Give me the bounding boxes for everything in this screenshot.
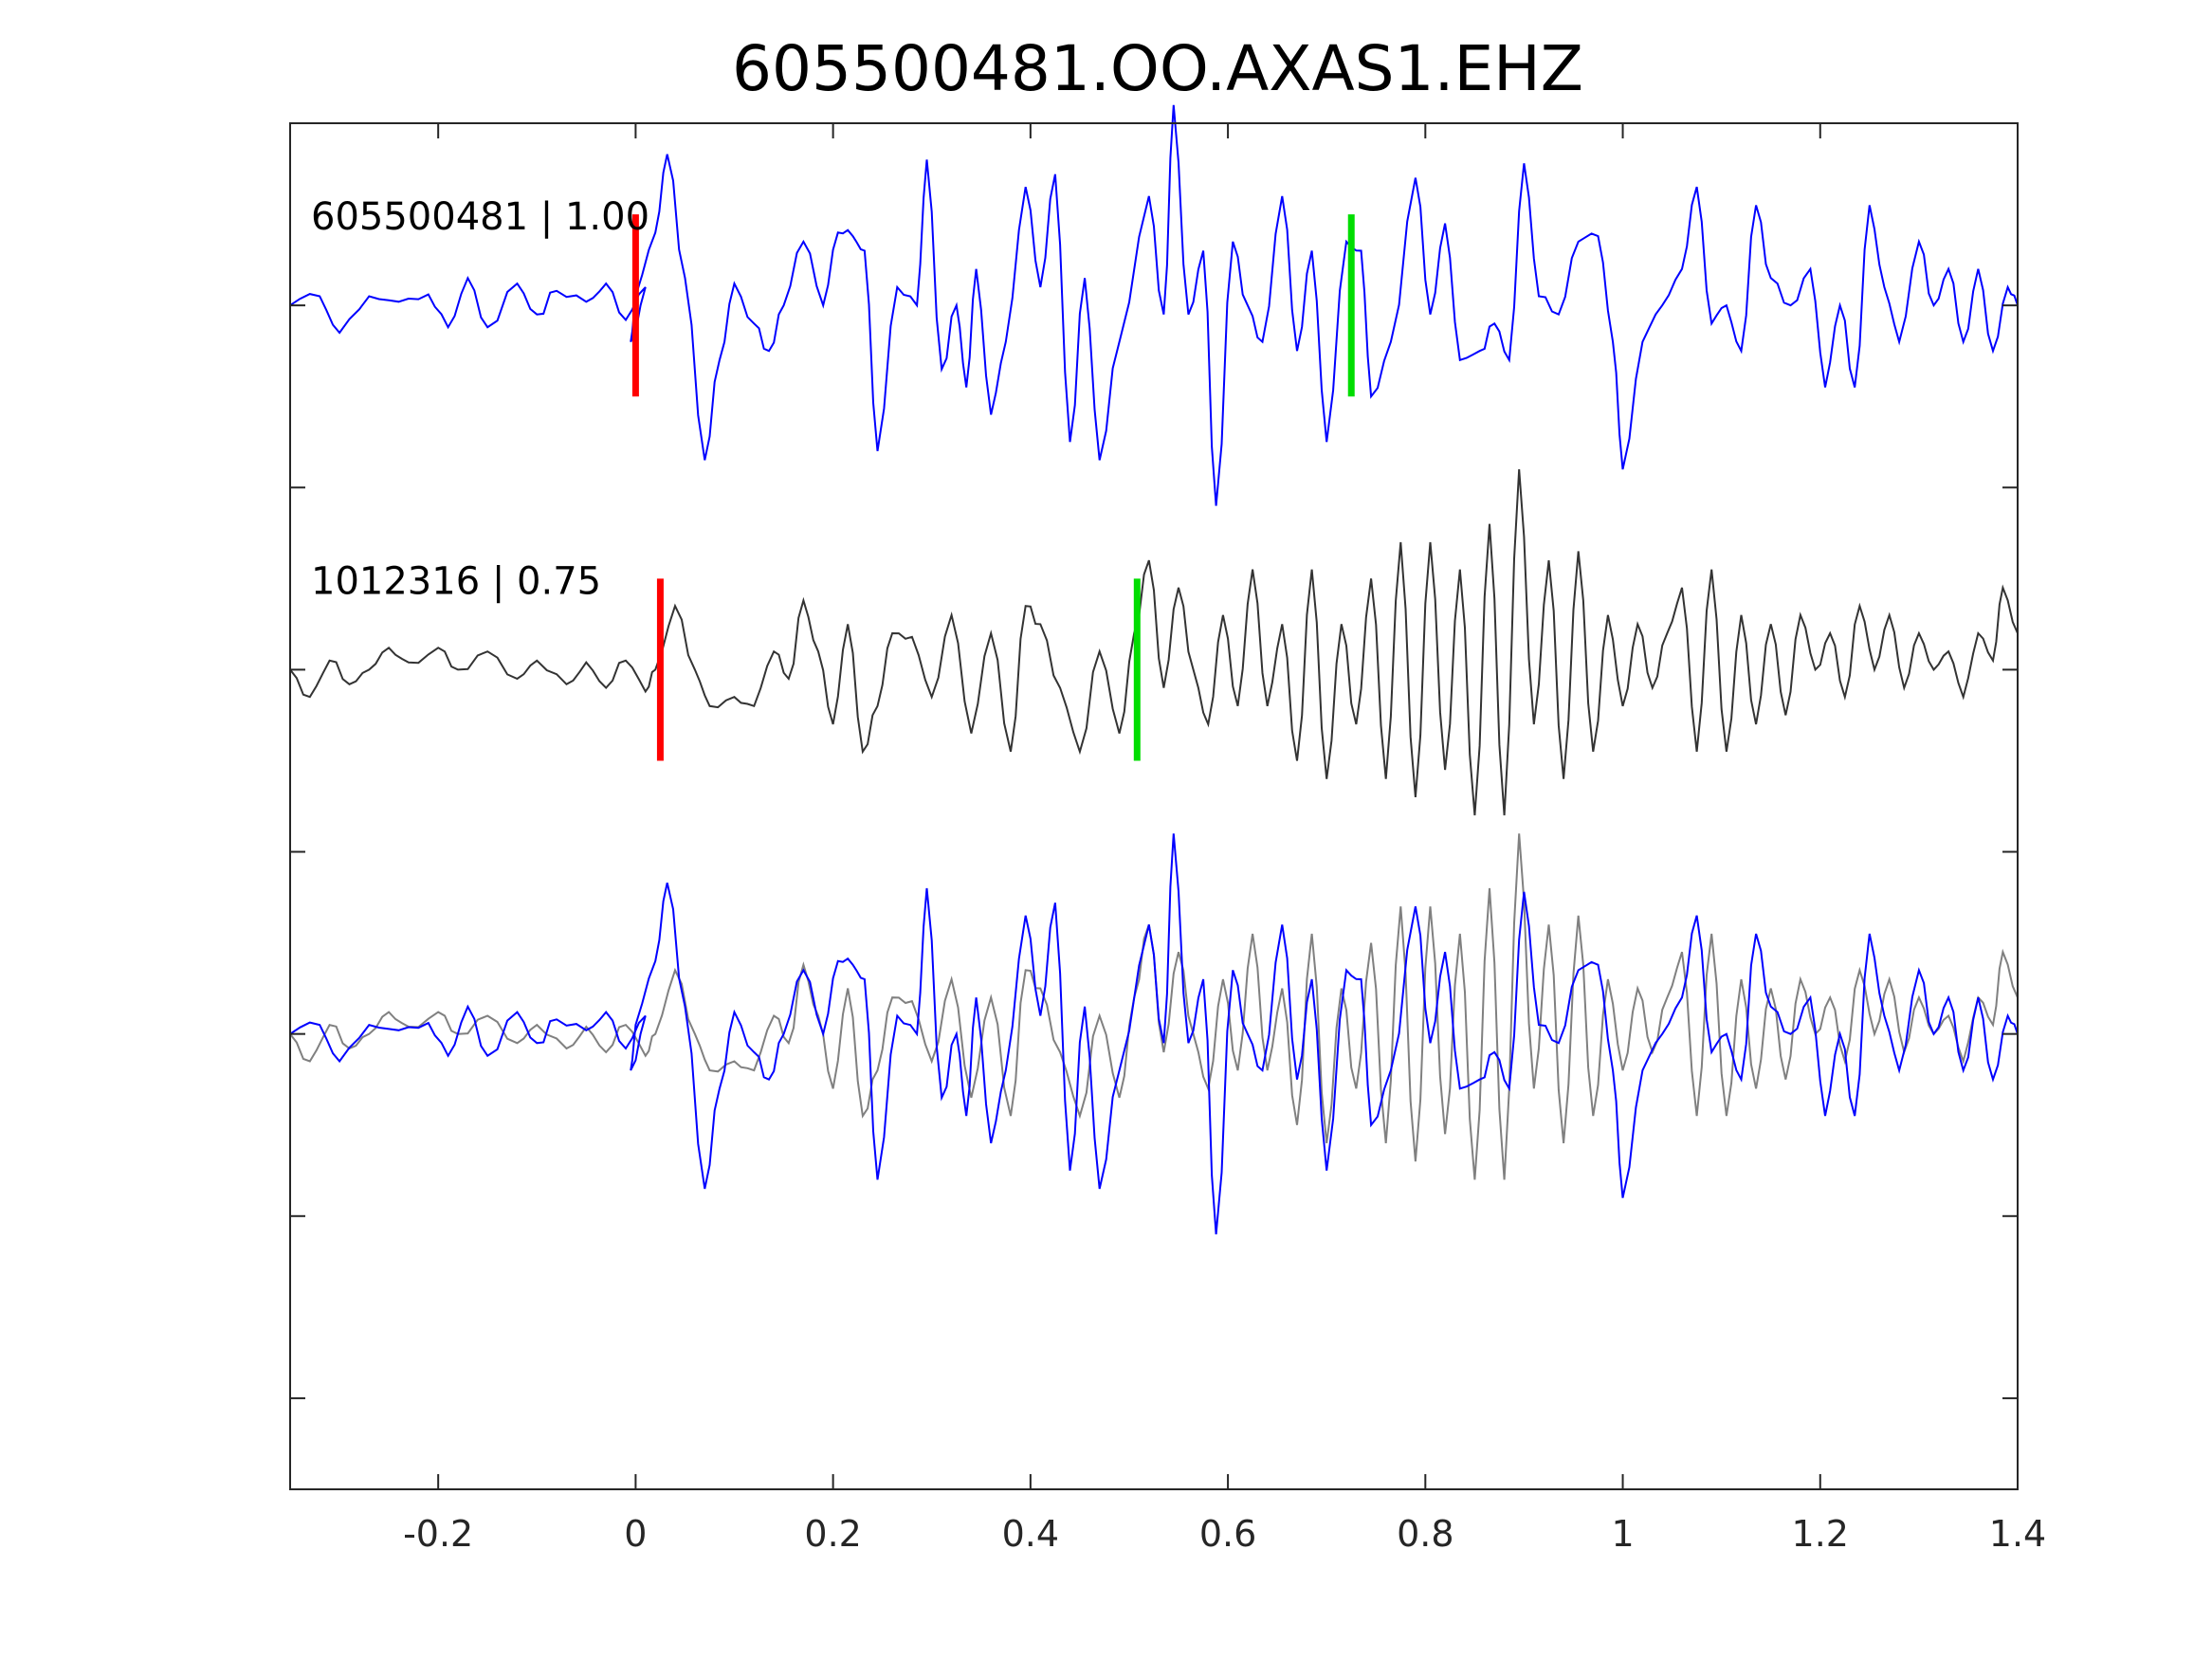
- x-tick-label: 1: [1611, 1513, 1634, 1555]
- trace-label-1: 605500481 | 1.00: [311, 195, 649, 239]
- reference-trace: [289, 469, 2019, 816]
- x-tick-label: 0.4: [1002, 1513, 1059, 1555]
- x-tick-label: 1.2: [1792, 1513, 1849, 1555]
- x-tick-label: 0.6: [1199, 1513, 1256, 1555]
- x-tick-label: -0.2: [403, 1513, 473, 1555]
- trace-labels: 605500481 | 1.00 1012316 | 0.75: [311, 195, 649, 603]
- x-tick-label: 0.2: [804, 1513, 861, 1555]
- x-tick-label: 1.4: [1989, 1513, 2046, 1555]
- axis-ticks: -0.2 0 0.2 0.4 0.6 0.8 1 1.2 1.4: [290, 123, 2046, 1555]
- overlay-reference-trace: [289, 833, 2019, 1180]
- x-tick-label: 0.8: [1397, 1513, 1453, 1555]
- chart-title: 605500481.OO.AXAS1.EHZ: [732, 32, 1583, 105]
- axes-frame: [289, 122, 2019, 1490]
- target-trace: [289, 104, 2019, 506]
- trace-label-2: 1012316 | 0.75: [311, 559, 601, 603]
- plot-area: [289, 104, 2019, 1235]
- x-tick-label: 0: [624, 1513, 647, 1555]
- overlay-target-trace: [289, 833, 2019, 1235]
